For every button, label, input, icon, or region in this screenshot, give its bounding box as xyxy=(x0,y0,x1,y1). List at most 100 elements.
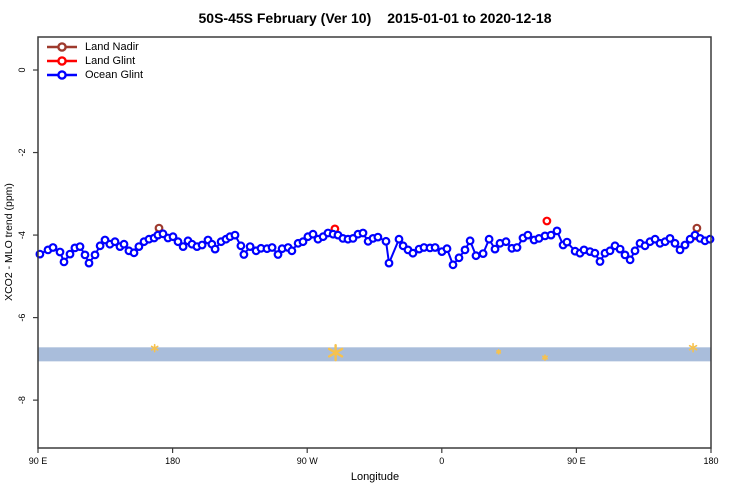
data-point xyxy=(245,242,255,252)
data-point xyxy=(523,230,533,240)
star-mark-icon xyxy=(327,343,344,362)
data-point xyxy=(430,243,440,252)
legend-label: Ocean Glint xyxy=(85,69,144,81)
data-point xyxy=(358,228,368,238)
data-point xyxy=(384,258,394,268)
data-point xyxy=(210,244,220,254)
x-tick-label: 90 E xyxy=(29,456,48,466)
data-point xyxy=(173,237,183,247)
y-tick-label: -4 xyxy=(17,231,27,239)
data-point xyxy=(512,243,522,252)
data-point xyxy=(692,223,702,233)
data-point xyxy=(665,233,675,243)
x-tick-label: 180 xyxy=(165,456,180,466)
data-point xyxy=(59,257,69,267)
data-point xyxy=(448,260,458,270)
data-point xyxy=(615,244,625,254)
series-ocean-glint xyxy=(35,226,715,270)
data-point xyxy=(308,229,318,239)
y-tick-label: -2 xyxy=(17,149,27,157)
x-axis-label: Longitude xyxy=(350,471,400,483)
data-point xyxy=(454,253,464,263)
star-mark-icon xyxy=(150,343,159,353)
data-point xyxy=(80,250,90,260)
chart-title-region: 50S-45S February (Ver 10) xyxy=(198,10,372,26)
data-point xyxy=(84,258,94,268)
data-point xyxy=(298,237,308,247)
data-point xyxy=(134,242,144,252)
y-axis: 0 -2 -4 -6 -8 xyxy=(17,68,38,404)
data-point xyxy=(501,237,511,247)
data-point xyxy=(55,247,65,257)
data-point xyxy=(442,244,452,254)
data-point xyxy=(90,250,100,260)
series-land-nadir xyxy=(154,223,702,233)
data-point xyxy=(381,236,391,246)
legend-item-land-glint: Land Glint xyxy=(46,54,143,68)
data-point xyxy=(552,226,562,236)
legend-label: Land Nadir xyxy=(85,41,139,53)
x-tick-label: 90 E xyxy=(567,456,586,466)
data-point xyxy=(65,249,75,259)
data-point xyxy=(267,243,277,252)
star-mark-icon xyxy=(542,354,548,361)
data-point xyxy=(670,238,680,248)
y-tick-label: -6 xyxy=(17,314,27,322)
data-point xyxy=(239,250,249,259)
data-point xyxy=(605,246,615,256)
data-point xyxy=(197,240,207,250)
data-point xyxy=(680,240,690,250)
data-point xyxy=(542,216,552,226)
data-point xyxy=(236,241,246,251)
land-glint-marker-icon xyxy=(47,56,77,66)
y-tick-label: 0 xyxy=(17,68,27,73)
data-point xyxy=(484,234,494,244)
data-point xyxy=(110,237,120,247)
shaded-band xyxy=(38,347,711,362)
chart-title-daterange: 2015-01-01 to 2020-12-18 xyxy=(387,10,552,26)
star-marks xyxy=(150,342,698,362)
legend-label: Land Glint xyxy=(85,55,136,67)
x-axis: 90 E 180 90 W 0 90 E 180 xyxy=(29,448,719,466)
data-point xyxy=(546,230,556,240)
star-mark-icon xyxy=(688,342,698,353)
data-point xyxy=(287,246,297,256)
data-point xyxy=(168,232,178,242)
ocean-glint-marker-icon xyxy=(47,70,77,80)
data-point xyxy=(394,234,404,244)
chart-title: 50S-45S February (Ver 10) 2015-01-01 to 2… xyxy=(0,10,750,26)
data-point xyxy=(625,255,635,265)
data-point xyxy=(119,239,129,249)
data-point xyxy=(465,236,475,246)
data-point xyxy=(675,245,685,255)
x-tick-label: 180 xyxy=(703,456,718,466)
x-tick-label: 90 W xyxy=(297,456,319,466)
data-point xyxy=(705,234,715,244)
legend-item-land-nadir: Land Nadir xyxy=(46,40,143,54)
data-point xyxy=(75,242,85,252)
data-point xyxy=(471,251,481,261)
data-point xyxy=(129,248,139,258)
data-point xyxy=(408,248,418,258)
land-nadir-marker-icon xyxy=(47,42,77,52)
y-tick-label: -8 xyxy=(17,396,27,404)
data-point xyxy=(373,232,383,242)
data-point xyxy=(178,242,188,252)
data-point xyxy=(478,249,488,259)
plot-border xyxy=(37,36,712,449)
data-point xyxy=(562,237,572,247)
data-point xyxy=(620,250,630,260)
legend-item-ocean-glint: Ocean Glint xyxy=(46,68,143,82)
data-point xyxy=(48,243,58,252)
data-point xyxy=(630,246,640,256)
data-point xyxy=(595,257,605,266)
data-point xyxy=(95,241,105,251)
data-point xyxy=(230,230,240,240)
data-point xyxy=(273,250,283,259)
data-point xyxy=(590,248,600,258)
data-point xyxy=(460,245,470,255)
data-point xyxy=(490,244,500,254)
legend: Land Nadir Land Glint Ocean Glint xyxy=(46,40,143,82)
